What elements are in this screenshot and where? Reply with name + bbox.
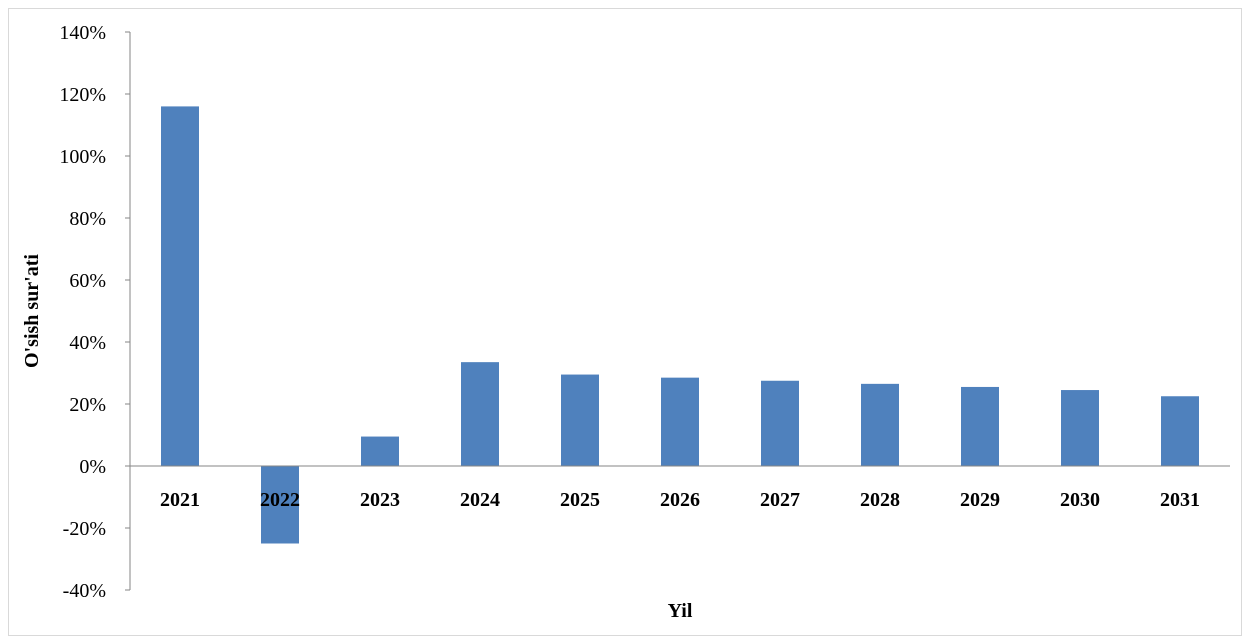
y-tick-label: 120% — [59, 84, 106, 106]
x-tick-label: 2021 — [160, 489, 200, 511]
y-tick-label: 80% — [69, 208, 106, 230]
bar-2028 — [861, 383, 899, 466]
y-tick-label: 100% — [59, 146, 106, 168]
y-tick-label: 0% — [79, 456, 106, 478]
x-tick-label: 2031 — [1160, 489, 1200, 511]
y-tick-label: 40% — [69, 332, 106, 354]
x-tick-label: 2027 — [760, 489, 800, 511]
bar-2029 — [961, 386, 999, 466]
x-tick-label: 2026 — [660, 489, 700, 511]
bar-2025 — [561, 374, 599, 466]
y-tick-label: 60% — [69, 270, 106, 292]
y-ticks-group: 140% 120% 100% 80% 60% 40% 20% 0% -20% -40% — [59, 22, 130, 602]
y-axis-title: O'sish sur'ati — [21, 254, 43, 368]
x-axis-title: Yil — [668, 600, 693, 622]
chart-frame — [8, 8, 1242, 636]
x-tick-label: 2022 — [260, 489, 300, 511]
bars-group — [161, 106, 1199, 544]
y-tick-label: 140% — [59, 22, 106, 44]
bar-2023 — [361, 436, 399, 466]
bar-2026 — [661, 377, 699, 466]
x-tick-label: 2028 — [860, 489, 900, 511]
x-ticks-group: 2021 2022 2023 2024 2025 2026 2027 2028 2029 2030… — [160, 489, 1200, 511]
bar-2030 — [1061, 390, 1099, 466]
axes-group — [129, 32, 1230, 590]
bar-2022 — [261, 466, 299, 544]
x-tick-label: 2023 — [360, 489, 400, 511]
x-tick-label: 2030 — [1060, 489, 1100, 511]
bar-2027 — [761, 380, 799, 466]
x-tick-label: 2025 — [560, 489, 600, 511]
bar-2031 — [1161, 396, 1199, 466]
y-tick-label: -40% — [63, 580, 106, 602]
bar-2021 — [161, 106, 199, 467]
x-tick-label: 2024 — [460, 489, 500, 511]
y-tick-label: -20% — [63, 518, 106, 540]
bar-2024 — [461, 362, 499, 466]
x-tick-label: 2029 — [960, 489, 1000, 511]
y-tick-label: 20% — [69, 394, 106, 416]
